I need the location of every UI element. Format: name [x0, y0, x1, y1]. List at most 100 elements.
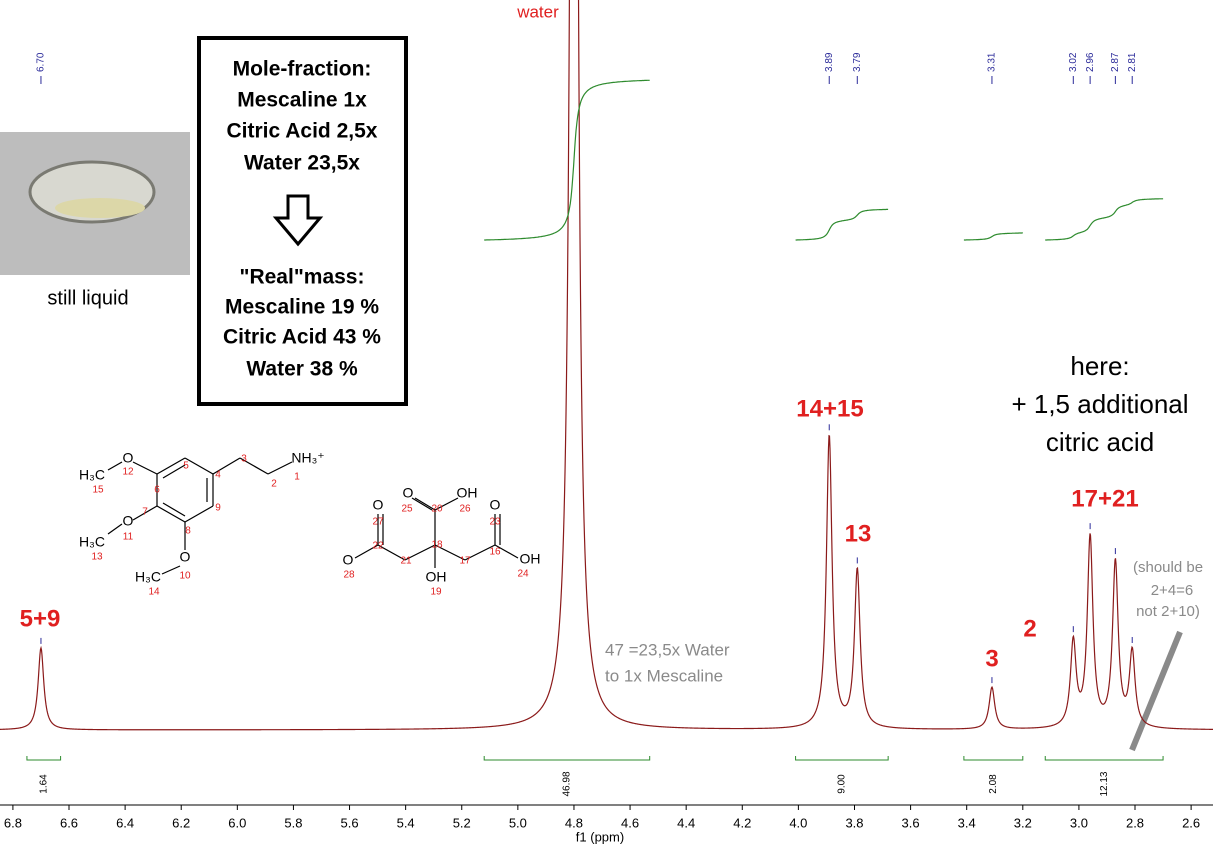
atom-number: 22 [372, 541, 384, 552]
x-tick-label: 3.0 [1070, 815, 1088, 830]
integral-bracket [26, 756, 62, 761]
atom-number: 19 [430, 587, 442, 598]
x-tick-label: 6.0 [228, 815, 246, 830]
bond [156, 457, 186, 475]
x-tick-label: 4.6 [621, 815, 639, 830]
atom-number: 9 [215, 503, 221, 514]
bond [414, 497, 436, 511]
x-tick-label: 4.0 [789, 815, 807, 830]
note: 47 =23,5x Water [605, 640, 730, 659]
x-tick-label: 4.2 [733, 815, 751, 830]
x-tick-label: 3.8 [845, 815, 863, 830]
bond [162, 464, 186, 479]
photo [0, 132, 190, 275]
atom-number: 28 [343, 570, 355, 581]
integral-label: 9.00 [837, 774, 848, 794]
peak-group-label: 2 [1023, 615, 1036, 642]
atom-label: H₃C [79, 467, 105, 483]
bond [267, 461, 293, 475]
bond [404, 544, 436, 561]
atom-number: 2 [271, 479, 277, 490]
bond [107, 461, 123, 471]
x-tick-label: 2.8 [1126, 815, 1144, 830]
integral-label: 46.98 [562, 771, 573, 796]
atom-label: H₃C [135, 569, 161, 585]
integral-label: 1.64 [38, 774, 49, 794]
atom-number: 26 [459, 504, 471, 515]
peak-label: 6.70 [36, 52, 47, 72]
bond [161, 565, 181, 575]
peak-group-label: water [516, 2, 559, 21]
peak-group-label: 13 [845, 520, 872, 547]
peak-label: 3.31 [987, 52, 998, 72]
atom-label: OH [426, 569, 447, 585]
atom-number: 17 [459, 556, 471, 567]
atom-number: 11 [123, 532, 134, 543]
atom-number: 12 [122, 467, 134, 478]
integral-curve [1045, 198, 1164, 241]
strike-line [1129, 630, 1183, 752]
note: 2+4=6 [1151, 582, 1194, 599]
bond [434, 497, 459, 511]
box-line: Mescaline 19 % [225, 296, 379, 319]
bond [494, 544, 519, 559]
atom-number: 10 [179, 571, 191, 582]
bond [354, 544, 379, 559]
atom-label: O [403, 485, 414, 501]
atom-label: O [123, 513, 134, 529]
box-line: Mole-fraction: [233, 58, 372, 81]
bond [156, 505, 186, 523]
atom-number: 1 [294, 472, 300, 483]
atom-label: H₃C [79, 534, 105, 550]
x-tick-label: 6.4 [116, 815, 134, 830]
info-box [197, 36, 408, 406]
atom-number: 14 [148, 587, 160, 598]
x-tick-label: 5.4 [397, 815, 415, 830]
atom-number: 5 [183, 461, 189, 472]
atom-label: NH₃⁺ [291, 450, 324, 466]
atom-number: 16 [489, 547, 501, 558]
note: here: [1070, 351, 1129, 381]
note: not 2+10) [1136, 603, 1200, 620]
atom-number: 4 [215, 470, 221, 481]
x-tick-label: 5.6 [340, 815, 358, 830]
peak-label: 2.81 [1127, 52, 1138, 72]
integral-bracket [1044, 756, 1164, 761]
note: + 1,5 additional [1011, 389, 1188, 419]
atom-label: OH [520, 551, 541, 567]
box-line: Water 23,5x [244, 152, 360, 175]
photo-caption: still liquid [47, 287, 128, 309]
peak-label: 2.87 [1110, 52, 1121, 72]
x-tick-label: 6.2 [172, 815, 190, 830]
bond [411, 497, 433, 511]
bond [132, 505, 158, 521]
atom-label: O [180, 549, 191, 565]
x-tick-label: 5.2 [453, 815, 471, 830]
atom-number: 18 [431, 540, 443, 551]
bond [377, 544, 406, 561]
x-tick-label: 6.8 [4, 815, 22, 830]
note: (should be [1133, 559, 1203, 576]
bond [434, 544, 466, 561]
bond [162, 502, 186, 517]
bond [184, 505, 214, 523]
box-line: Citric Acid 2,5x [227, 120, 378, 143]
liquid [55, 198, 145, 218]
atom-number: 24 [517, 569, 529, 580]
peak-label: 2.96 [1085, 52, 1096, 72]
note: to 1x Mescaline [605, 666, 723, 685]
structures [107, 457, 519, 575]
atom-number: 6 [154, 485, 160, 496]
spectrum [0, 0, 1213, 731]
atom-number: 7 [142, 507, 148, 518]
peak-group-label: 5+9 [20, 605, 61, 632]
x-tick-label: 5.8 [284, 815, 302, 830]
integral-label: 12.13 [1099, 771, 1110, 796]
bond [239, 457, 269, 475]
bond [464, 544, 496, 561]
atom-number: 13 [91, 552, 103, 563]
atom-number: 20 [431, 504, 443, 515]
integral-bracket [795, 756, 889, 761]
